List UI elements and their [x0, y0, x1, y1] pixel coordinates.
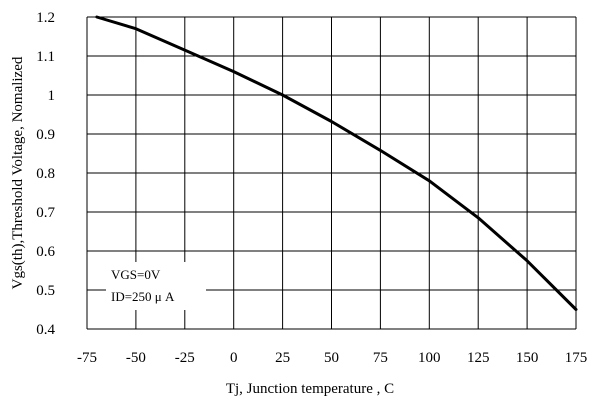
x-tick-label: 175 — [565, 350, 588, 366]
y-tick-label: 0.6 — [36, 244, 55, 260]
y-axis-title: Vgs(th),Threshold Voltage, Nomalized — [10, 56, 26, 289]
x-axis-title: Tj, Junction temperature , C — [226, 381, 394, 397]
y-tick-label: 0.9 — [36, 127, 55, 143]
x-tick-label: -25 — [175, 350, 195, 366]
x-tick-label: 0 — [230, 350, 238, 366]
series-layer — [95, 15, 578, 311]
y-tick-label: 1.2 — [36, 10, 55, 26]
x-tick-label: -50 — [126, 350, 146, 366]
annotation-vgs: VGS=0V — [111, 267, 161, 282]
y-tick-label: 1.1 — [36, 49, 55, 65]
annotation-box: VGS=0V ID=250 μ A — [106, 262, 206, 310]
x-tick-label: 75 — [373, 350, 388, 366]
x-tick-label: 25 — [275, 350, 290, 366]
x-tick-label: 150 — [516, 350, 539, 366]
x-tick-label: 50 — [324, 350, 339, 366]
x-tick-label: 125 — [467, 350, 490, 366]
tick-labels: -75 -50 -25 0 25 50 75 100 125 150 175 0.4 0.5 0.6 0.7… — [36, 10, 587, 366]
y-tick-label: 0.8 — [36, 166, 55, 182]
annotation-background — [106, 262, 206, 310]
x-tick-label: 100 — [418, 350, 441, 366]
y-tick-label: 1 — [48, 88, 56, 104]
y-tick-label: 0.4 — [36, 322, 55, 338]
grid — [86, 16, 577, 330]
series-line — [95, 15, 578, 311]
y-tick-label: 0.5 — [36, 283, 55, 299]
x-tick-label: -75 — [77, 350, 97, 366]
annotation-id: ID=250 μ A — [111, 289, 175, 304]
y-tick-label: 0.7 — [36, 205, 55, 221]
